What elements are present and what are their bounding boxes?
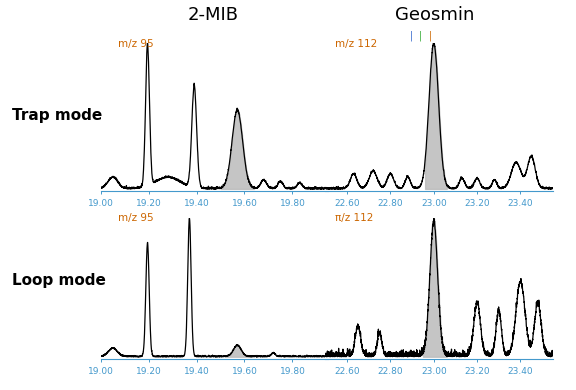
Text: |: | bbox=[410, 30, 414, 41]
Text: π/z 112: π/z 112 bbox=[335, 213, 374, 223]
Text: |: | bbox=[419, 30, 422, 41]
Text: m/z 112: m/z 112 bbox=[335, 39, 377, 49]
Text: 2-MIB: 2-MIB bbox=[188, 6, 238, 24]
Text: Loop mode: Loop mode bbox=[12, 273, 105, 288]
Text: m/z 95: m/z 95 bbox=[118, 39, 154, 49]
Text: m/z 95: m/z 95 bbox=[118, 213, 154, 223]
Text: |: | bbox=[429, 30, 433, 41]
Text: Geosmin: Geosmin bbox=[395, 6, 475, 24]
Text: Trap mode: Trap mode bbox=[12, 108, 102, 122]
